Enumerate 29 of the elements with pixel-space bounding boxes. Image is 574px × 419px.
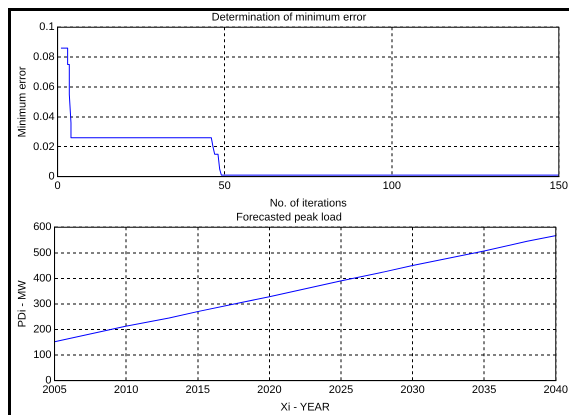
x-tick-label: 2015 — [186, 384, 210, 396]
y-tick-label: 400 — [33, 272, 52, 284]
x-tick-label: 50 — [218, 180, 231, 192]
y-tick-label: 0.1 — [39, 21, 55, 34]
x-tick-label: 150 — [550, 180, 568, 192]
chart-title: Forecasted peak load — [236, 212, 342, 224]
x-tick-label: 2035 — [472, 384, 496, 396]
y-tick-label: 600 — [33, 221, 52, 234]
y-tick-label: 0.06 — [33, 80, 55, 93]
y-tick-label: 0 — [48, 170, 55, 183]
x-tick-label: 2005 — [42, 384, 67, 396]
y-tick-label: 200 — [33, 324, 52, 336]
x-tick-label: 2040 — [544, 384, 568, 396]
x-tick-label: 100 — [382, 180, 401, 192]
x-axis-title: No. of iterations — [270, 197, 348, 210]
y-tick-label: 0.08 — [33, 51, 55, 64]
x-axis-title: Xi - YEAR — [280, 401, 330, 414]
x-tick-label: 2010 — [114, 384, 138, 396]
y-tick-label: 100 — [33, 349, 52, 362]
y-tick-label: 0.02 — [33, 140, 55, 153]
y-axis-title: PDi - MW — [16, 280, 29, 328]
x-tick-label: 2020 — [257, 384, 282, 396]
y-tick-label: 300 — [33, 298, 52, 310]
y-axis-title: Minimum error — [16, 66, 29, 138]
x-tick-label: 2030 — [400, 384, 425, 396]
y-tick-label: 0.04 — [33, 110, 55, 123]
chart-title: Determination of minimum error — [212, 12, 367, 24]
x-tick-label: 2025 — [328, 384, 354, 396]
y-tick-label: 500 — [33, 246, 52, 259]
